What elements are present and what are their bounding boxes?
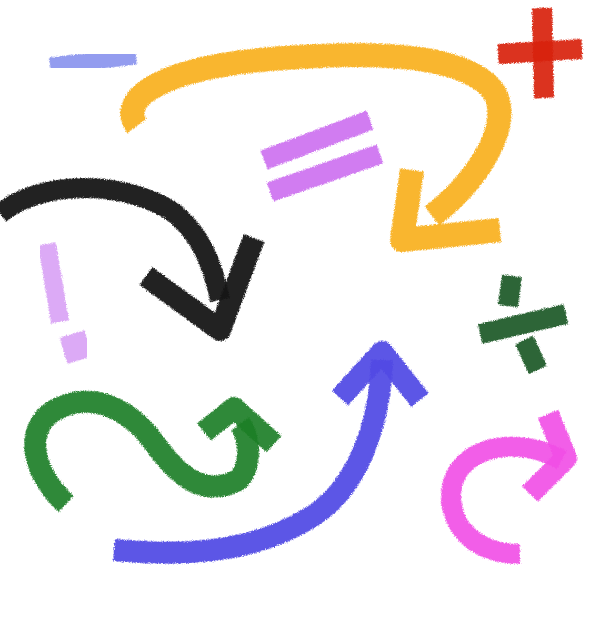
exclamation-mark-icon [38,242,93,364]
division-sign-icon [477,274,569,375]
magenta-curved-arrow-icon [441,409,577,564]
black-curved-arrow-icon [0,178,265,341]
orange-curved-arrow-icon [120,43,512,252]
plus-sign-icon [497,7,583,99]
blue-curved-arrow-icon [113,341,429,564]
green-squiggle-arrow-icon [24,390,282,512]
minus-sign-icon [49,47,137,75]
equals-sign-icon [260,110,384,202]
